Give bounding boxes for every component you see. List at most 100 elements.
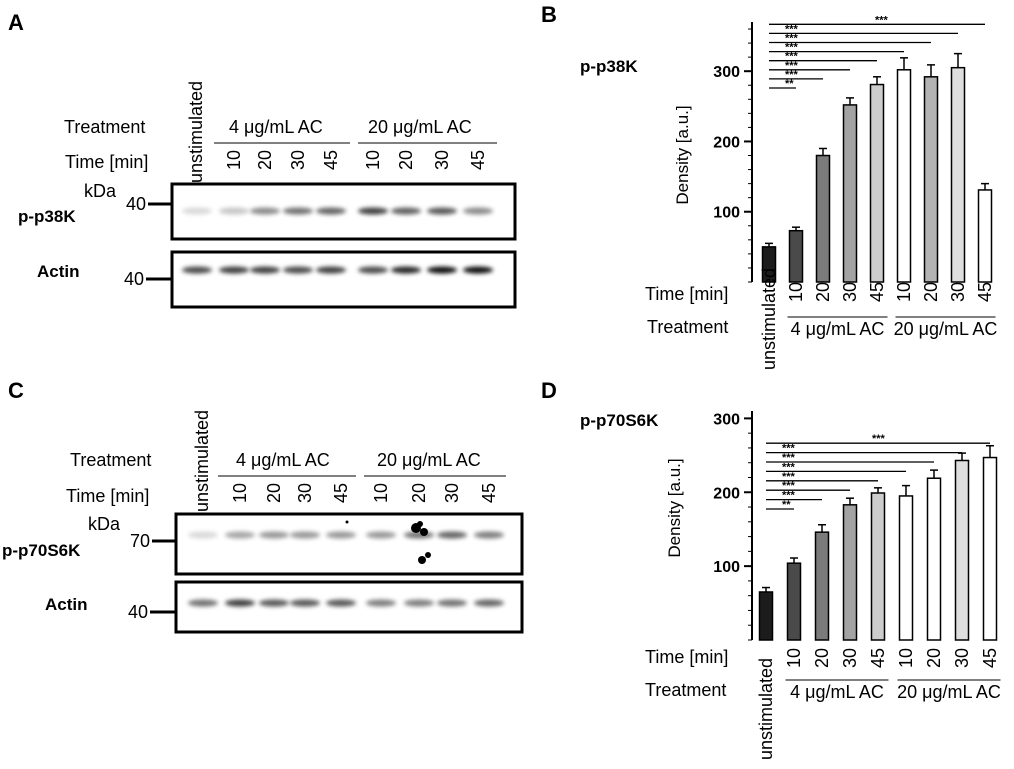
lane-time-label: 20 — [409, 483, 429, 503]
lane-time-label: 10 — [230, 483, 250, 503]
actin-band — [259, 599, 289, 607]
blot-protein-c — [174, 512, 524, 576]
actin-band — [225, 599, 255, 607]
protein-band — [182, 207, 212, 215]
lane-time-label: 20 — [255, 150, 275, 170]
panel-b: B p-p38K Density [a.u.] Time [min] Treat… — [541, 2, 997, 370]
chart-title-d: p-p70S6K — [580, 411, 659, 430]
blot-actin-a — [170, 250, 517, 309]
bar — [896, 69, 912, 283]
x-group-label: 4 μg/mL AC — [791, 319, 885, 339]
x-category-label: 30 — [948, 282, 968, 302]
significance-mark: ** — [782, 499, 791, 511]
kda-label-a: kDa — [84, 181, 117, 201]
chart-b: 100 200 300 unstimulated 10 20 30 45 10 20 30 45 4 μ… — [713, 14, 997, 370]
lane-time-label: 10 — [363, 150, 383, 170]
actin-band — [474, 599, 504, 607]
actin-band — [326, 599, 356, 607]
panel-letter-c: C — [8, 378, 24, 403]
significance-mark: *** — [782, 471, 796, 483]
significance-mark: *** — [785, 23, 799, 35]
control-label-a: unstimulated — [186, 81, 206, 183]
actin-band — [219, 266, 249, 274]
significance-mark: *** — [782, 461, 796, 473]
significance-mark: *** — [785, 42, 799, 54]
panel-letter-a: A — [8, 10, 24, 35]
y-axis-label-b: Density [a.u.] — [673, 105, 692, 204]
protein-band — [437, 531, 467, 539]
protein-band — [427, 207, 457, 215]
significance-mark: *** — [785, 60, 799, 72]
marker-protein-c: 70 — [130, 531, 150, 551]
x-category-label: 20 — [924, 648, 944, 668]
significance-mark: *** — [782, 443, 796, 455]
panel-a: A unstimulated Treatment 4 μg/mL AC 20 μ… — [8, 10, 517, 309]
significance-mark: *** — [872, 433, 886, 445]
time-label-a: Time [min] — [65, 152, 148, 172]
x-category-label: 30 — [840, 648, 860, 668]
x-category-label: 20 — [812, 648, 832, 668]
bands-protein-a — [182, 207, 493, 215]
panel-c: C unstimulated Treatment 4 μg/mL AC 20 μ… — [2, 378, 524, 634]
lane-time-label: 45 — [331, 483, 351, 503]
protein-band — [463, 207, 493, 215]
lane-time-label: 30 — [288, 150, 308, 170]
bar — [842, 504, 858, 641]
bar — [954, 459, 970, 641]
lane-time-label: 45 — [479, 483, 499, 503]
protein-band — [259, 531, 289, 539]
time-label-c: Time [min] — [66, 486, 149, 506]
lane-time-label: 10 — [224, 150, 244, 170]
bar — [923, 76, 939, 283]
control-label-c: unstimulated — [192, 410, 212, 512]
significance-mark: *** — [785, 69, 799, 81]
lane-time-label: 30 — [432, 150, 452, 170]
treatment-label-a: Treatment — [64, 117, 145, 137]
blot-speckle — [420, 528, 428, 536]
kda-label-c: kDa — [88, 514, 121, 534]
x-category-control: unstimulated — [759, 268, 779, 370]
bar — [870, 492, 886, 641]
protein-label-a: p-p38K — [18, 207, 76, 226]
lane-time-label: 10 — [371, 483, 391, 503]
actin-band — [391, 266, 421, 274]
x-category-label: 30 — [952, 648, 972, 668]
bar — [788, 229, 804, 283]
significance-mark: *** — [782, 452, 796, 464]
y-tick-label: 300 — [713, 411, 740, 428]
panel-letter-d: D — [541, 378, 557, 403]
y-tick-label: 100 — [713, 205, 740, 222]
bands-actin-a — [182, 266, 493, 274]
bar — [842, 104, 858, 283]
bands-actin-c — [188, 599, 504, 607]
bar — [898, 495, 914, 641]
time-label-d: Time [min] — [645, 647, 728, 667]
significance-mark: *** — [782, 490, 796, 502]
x-category-label: 45 — [867, 282, 887, 302]
x-group-label: 4 μg/mL AC — [790, 682, 884, 702]
lane-time-label: 30 — [442, 483, 462, 503]
bar — [977, 189, 993, 283]
x-category-label: 45 — [868, 648, 888, 668]
blot-actin-c — [174, 580, 524, 634]
x-group-label: 20 μg/mL AC — [894, 319, 998, 339]
bar — [786, 562, 802, 641]
actin-band — [182, 266, 212, 274]
protein-band — [283, 207, 313, 215]
lane-time-label: 20 — [264, 483, 284, 503]
x-group-label: 20 μg/mL AC — [897, 682, 1001, 702]
x-category-label: 10 — [784, 648, 804, 668]
lane-time-label: 20 — [396, 150, 416, 170]
protein-band — [358, 207, 388, 215]
lane-labels-a: 10 20 30 45 10 20 30 45 — [224, 150, 488, 170]
lane-labels-c: 10 20 30 45 10 20 30 45 — [230, 483, 499, 503]
bar — [815, 154, 831, 283]
significance-mark: *** — [782, 480, 796, 492]
group-label-c-2: 20 μg/mL AC — [377, 450, 481, 470]
loading-label-c: Actin — [45, 595, 88, 614]
x-category-label: 10 — [786, 282, 806, 302]
actin-band — [366, 599, 396, 607]
lane-time-label: 30 — [295, 483, 315, 503]
protein-band — [366, 531, 396, 539]
